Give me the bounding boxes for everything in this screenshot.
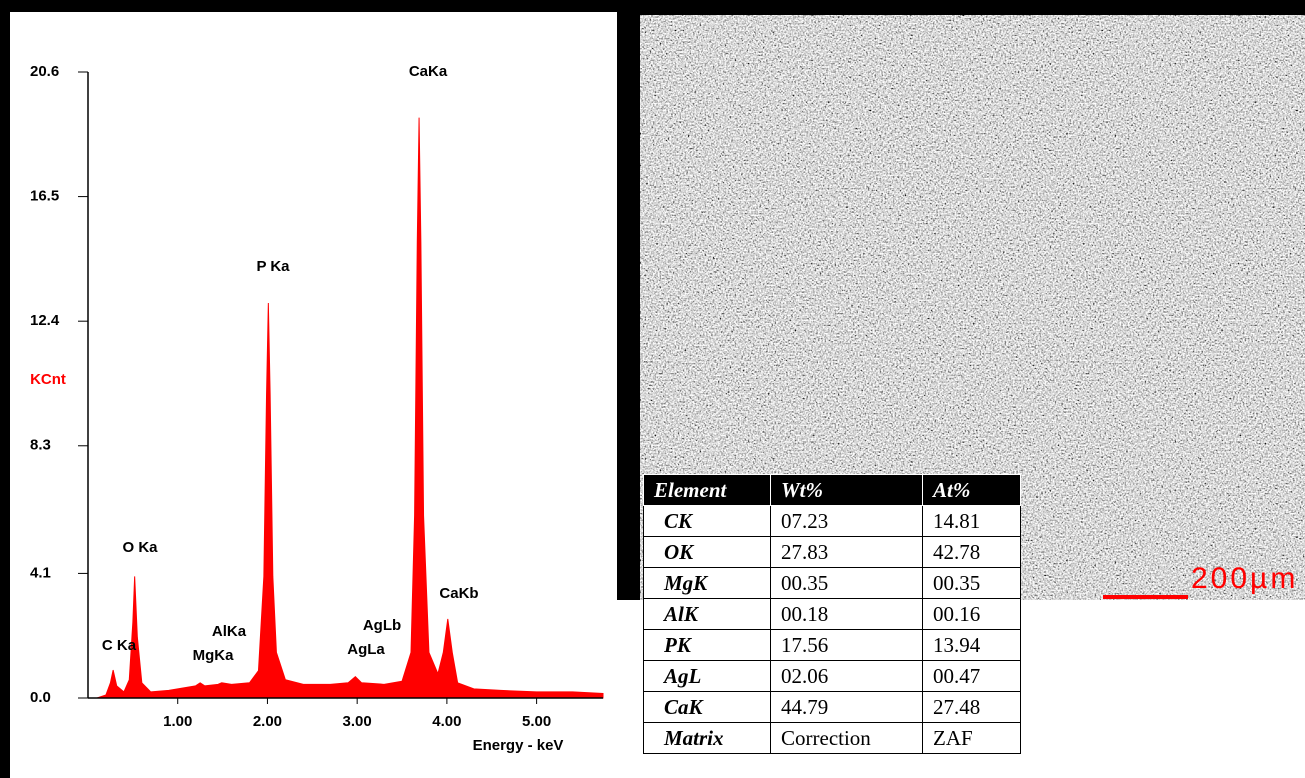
peak-label: CaKa	[409, 63, 448, 80]
scale-label: 200µm	[1191, 562, 1298, 595]
table-cell: 17.56	[770, 629, 923, 661]
peak-label: AlKa	[212, 623, 247, 640]
table-row: AlK 00.18 00.16	[643, 598, 1021, 630]
table-row: OK 27.83 42.78	[643, 536, 1021, 568]
composition-table: Element Wt% At% CK 07.23 14.81 OK 27.83 42.78 Mg…	[643, 474, 1021, 754]
header-cell: At%	[922, 474, 1021, 506]
table-cell: 02.06	[770, 660, 923, 692]
y-tick-label: 4.1	[30, 564, 51, 581]
peak-label: O Ka	[122, 539, 158, 556]
table-row: Matrix Correction ZAF	[643, 722, 1021, 754]
peak-label: CaKb	[439, 585, 478, 602]
table-cell: ZAF	[922, 722, 1021, 754]
table-cell: 13.94	[922, 629, 1021, 661]
x-tick-label: 3.00	[343, 713, 372, 730]
peak-label: AgLa	[347, 641, 385, 658]
y-tick-label: 8.3	[30, 437, 51, 454]
peak-label: AgLb	[363, 617, 401, 634]
table-cell: 27.83	[770, 536, 923, 568]
table-row: AgL 02.06 00.47	[643, 660, 1021, 692]
table-cell: MgK	[643, 567, 771, 599]
header-cell: Element	[643, 474, 771, 506]
x-tick-label: 5.00	[522, 713, 551, 730]
table-row: PK 17.56 13.94	[643, 629, 1021, 661]
y-tick-label: 16.5	[30, 188, 59, 205]
table-cell: 00.16	[922, 598, 1021, 630]
table-cell: 07.23	[770, 505, 923, 537]
table-cell: 00.35	[922, 567, 1021, 599]
table-cell: 44.79	[770, 691, 923, 723]
table-body: CK 07.23 14.81 OK 27.83 42.78 MgK 00.35 00.35 AlK…	[643, 505, 1021, 754]
table-row: MgK 00.35 00.35	[643, 567, 1021, 599]
table-cell: 00.35	[770, 567, 923, 599]
y-tick-label: 12.4	[30, 312, 60, 329]
y-tick-label: 0.0	[30, 689, 51, 706]
peak-label: MgKa	[193, 647, 234, 664]
table-cell: Correction	[770, 722, 923, 754]
x-tick-label: 1.00	[163, 713, 192, 730]
table-cell: 42.78	[922, 536, 1021, 568]
header-row: Element Wt% At%	[643, 474, 1021, 506]
peak-label: C Ka	[102, 637, 137, 654]
table-row: CK 07.23 14.81	[643, 505, 1021, 537]
table-cell: CK	[643, 505, 771, 537]
table-cell: Matrix	[643, 722, 771, 754]
table-cell: 00.47	[922, 660, 1021, 692]
table-cell: 27.48	[922, 691, 1021, 723]
peak-label: P Ka	[256, 258, 290, 275]
table-cell: CaK	[643, 691, 771, 723]
table-cell: 14.81	[922, 505, 1021, 537]
x-tick-label: 4.00	[432, 713, 461, 730]
table-cell: 00.18	[770, 598, 923, 630]
y-axis-label: KCnt	[30, 371, 66, 388]
x-axis-label: Energy - keV	[473, 737, 564, 754]
table-cell: AlK	[643, 598, 771, 630]
spectrum-area	[96, 117, 604, 699]
x-tick-label: 2.00	[253, 713, 282, 730]
y-tick-label: 20.6	[30, 63, 59, 80]
spectrum-panel	[10, 12, 617, 778]
table-row: CaK 44.79 27.48	[643, 691, 1021, 723]
spectrum: KCnt Energy - keV 0.0 4.1 8.3 12.4 16.5 20.6 1…	[30, 63, 604, 754]
table-cell: AgL	[643, 660, 771, 692]
table-cell: PK	[643, 629, 771, 661]
table-cell: OK	[643, 536, 771, 568]
header-cell: Wt%	[770, 474, 923, 506]
